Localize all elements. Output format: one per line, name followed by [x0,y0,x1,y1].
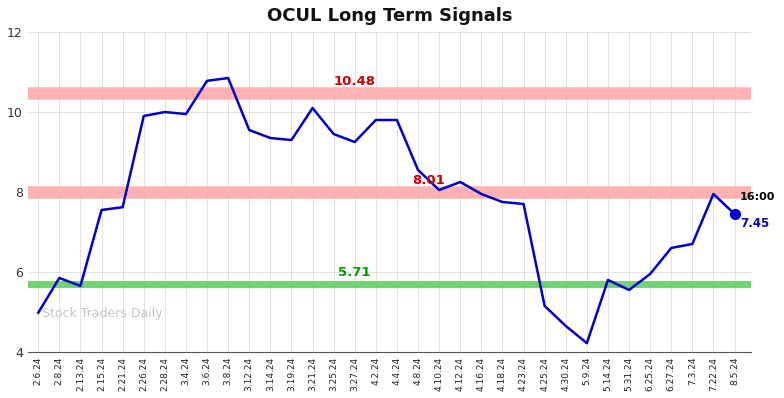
Text: 10.48: 10.48 [334,75,376,88]
Title: OCUL Long Term Signals: OCUL Long Term Signals [267,7,512,25]
Text: 5.71: 5.71 [339,266,371,279]
Text: 8.01: 8.01 [412,174,445,187]
Text: 7.45: 7.45 [740,217,769,230]
Text: 16:00: 16:00 [740,192,775,202]
Text: Stock Traders Daily: Stock Traders Daily [42,307,163,320]
